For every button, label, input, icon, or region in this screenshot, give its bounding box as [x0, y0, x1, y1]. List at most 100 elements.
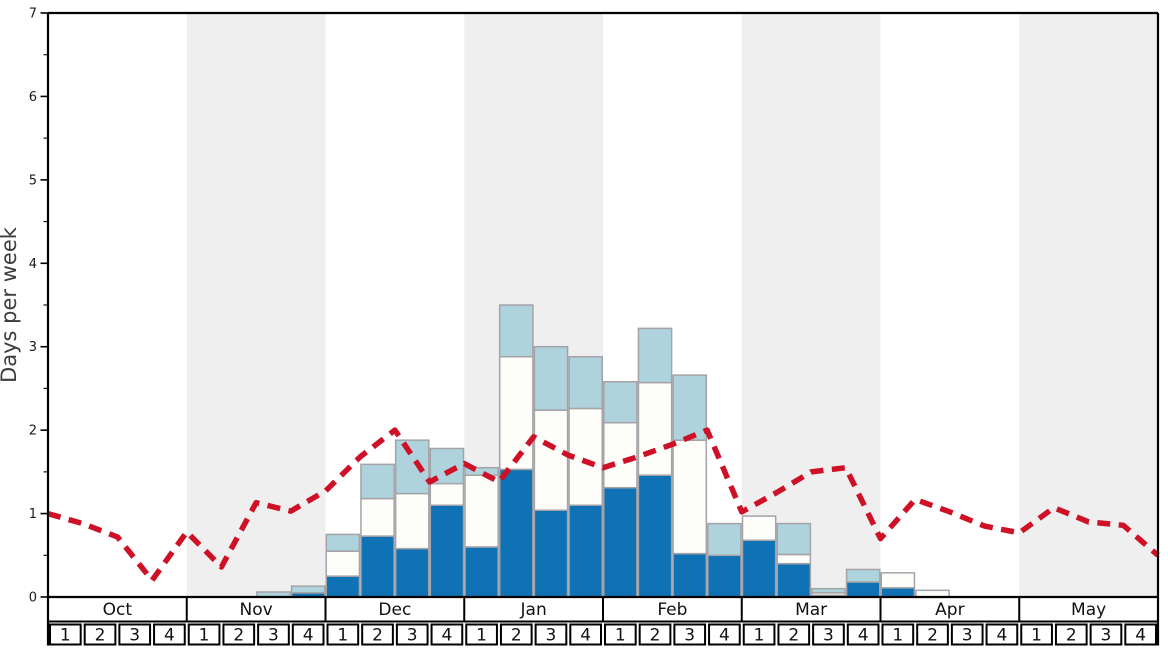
week-number-label: 4 — [441, 626, 452, 646]
week-cell — [604, 623, 637, 646]
week-cell — [187, 623, 221, 646]
y-axis-title: Days per week — [0, 226, 21, 383]
y-axis-ticks: 0 1 2 3 4 5 6 7 — [29, 7, 48, 606]
week-number-label: 1 — [199, 626, 210, 646]
bar-segment-light-blue-days — [672, 374, 708, 441]
y-tick-label: 1 — [29, 507, 37, 522]
week-cell — [1020, 623, 1053, 646]
week-number-label: 1 — [60, 626, 71, 646]
week-cell — [777, 623, 811, 646]
y-tick-label: 0 — [29, 591, 37, 606]
month-label-dec: Dec — [378, 600, 411, 620]
week-number-label: 4 — [719, 626, 730, 646]
week-cell — [257, 623, 290, 646]
week-number-label: 3 — [684, 626, 695, 646]
dashed-trend-line — [47, 427, 1160, 584]
bar-segment-dark-blue-days — [672, 552, 708, 598]
month-label-feb: Feb — [657, 600, 687, 620]
week-cell — [985, 623, 1019, 646]
week-cell — [881, 623, 915, 646]
bar-segment-dark-blue-days — [707, 554, 742, 598]
week-number-label: 3 — [546, 626, 557, 646]
week-number-label: 4 — [303, 626, 314, 646]
week-cell — [118, 623, 152, 646]
bar-segment-light-blue-days — [707, 522, 742, 557]
month-label-may: May — [1071, 600, 1106, 620]
bar-segment-white-days — [568, 407, 603, 506]
week-number-label: 1 — [892, 626, 903, 646]
week-cell — [708, 623, 741, 646]
week-cell — [534, 623, 568, 646]
week-cell — [950, 623, 984, 646]
bar-segment-light-blue-days — [845, 568, 881, 583]
week-cell — [742, 623, 776, 646]
bar-segment-white-days — [360, 497, 395, 537]
week-cell — [222, 623, 256, 646]
week-number-label: 4 — [858, 626, 869, 646]
week-number-label: 4 — [580, 626, 591, 646]
bar-segment-dark-blue-days — [603, 486, 638, 598]
week-number-label: 2 — [95, 626, 106, 646]
week-number-label: 3 — [823, 626, 834, 646]
red-dashed-polyline — [47, 427, 1160, 584]
bar-segment-dark-blue-days — [464, 546, 499, 598]
bar-segment-white-days — [464, 474, 499, 548]
y-tick-label: 6 — [29, 90, 37, 105]
bar-segment-dark-blue-days — [637, 474, 673, 598]
bar-segment-white-days — [498, 355, 534, 471]
shaded-band-nov — [186, 13, 326, 597]
bar-segment-light-blue-days — [568, 355, 603, 410]
week-cell — [1124, 623, 1157, 646]
bar-segment-white-days — [741, 515, 777, 542]
week-cell — [569, 623, 602, 646]
month-label-jan: Jan — [520, 600, 547, 620]
week-number-label: 4 — [996, 626, 1007, 646]
bar-segment-light-blue-days — [498, 304, 534, 358]
week-number-label: 3 — [268, 626, 279, 646]
week-cell — [846, 623, 880, 646]
bar-segment-dark-blue-days — [880, 587, 916, 598]
bar-segment-light-blue-days — [533, 345, 569, 411]
week-cell — [1054, 623, 1088, 646]
bar-segment-light-blue-days — [603, 381, 638, 424]
month-label-oct: Oct — [103, 600, 133, 620]
week-number-label: 2 — [1066, 626, 1077, 646]
week-cell — [326, 623, 360, 646]
stacked-weekly-bars — [256, 304, 950, 598]
week-number-label: 2 — [511, 626, 522, 646]
bar-segment-light-blue-days — [394, 439, 430, 495]
week-cell — [812, 623, 845, 646]
bar-segment-light-blue-days — [325, 533, 361, 552]
bar-segment-white-days — [533, 409, 569, 511]
week-cell — [395, 623, 429, 646]
month-label-apr: Apr — [935, 600, 964, 620]
bar-segment-light-blue-days — [811, 587, 846, 594]
bar-segment-white-days — [394, 492, 430, 550]
week-cell — [673, 623, 707, 646]
bar-segment-white-days — [429, 482, 465, 506]
y-tick-label: 5 — [29, 173, 37, 188]
bar-segment-light-blue-days — [360, 463, 395, 500]
bar-segment-dark-blue-days — [568, 504, 603, 598]
week-number-label: 2 — [372, 626, 383, 646]
y-tick-label: 4 — [29, 257, 37, 272]
bar-segment-dark-blue-days — [845, 581, 881, 598]
bar-segment-white-days — [776, 553, 812, 565]
bar-segment-dark-blue-days — [498, 468, 534, 598]
week-number-label: 2 — [788, 626, 799, 646]
bar-segment-dark-blue-days — [741, 539, 777, 598]
bar-segment-white-days — [603, 421, 638, 489]
bar-segment-dark-blue-days — [429, 504, 465, 598]
week-number-label: 3 — [407, 626, 418, 646]
y-tick-label: 2 — [29, 424, 37, 439]
bar-segment-dark-blue-days — [325, 575, 361, 598]
bar-segment-light-blue-days — [290, 585, 326, 594]
week-number-label: 4 — [164, 626, 175, 646]
bar-segment-light-blue-days — [776, 522, 812, 556]
bar-segment-dark-blue-days — [360, 535, 395, 598]
week-number-label: 3 — [129, 626, 140, 646]
week-number-label: 3 — [1101, 626, 1112, 646]
week-cell — [49, 623, 82, 646]
bar-segment-white-days — [637, 381, 673, 476]
